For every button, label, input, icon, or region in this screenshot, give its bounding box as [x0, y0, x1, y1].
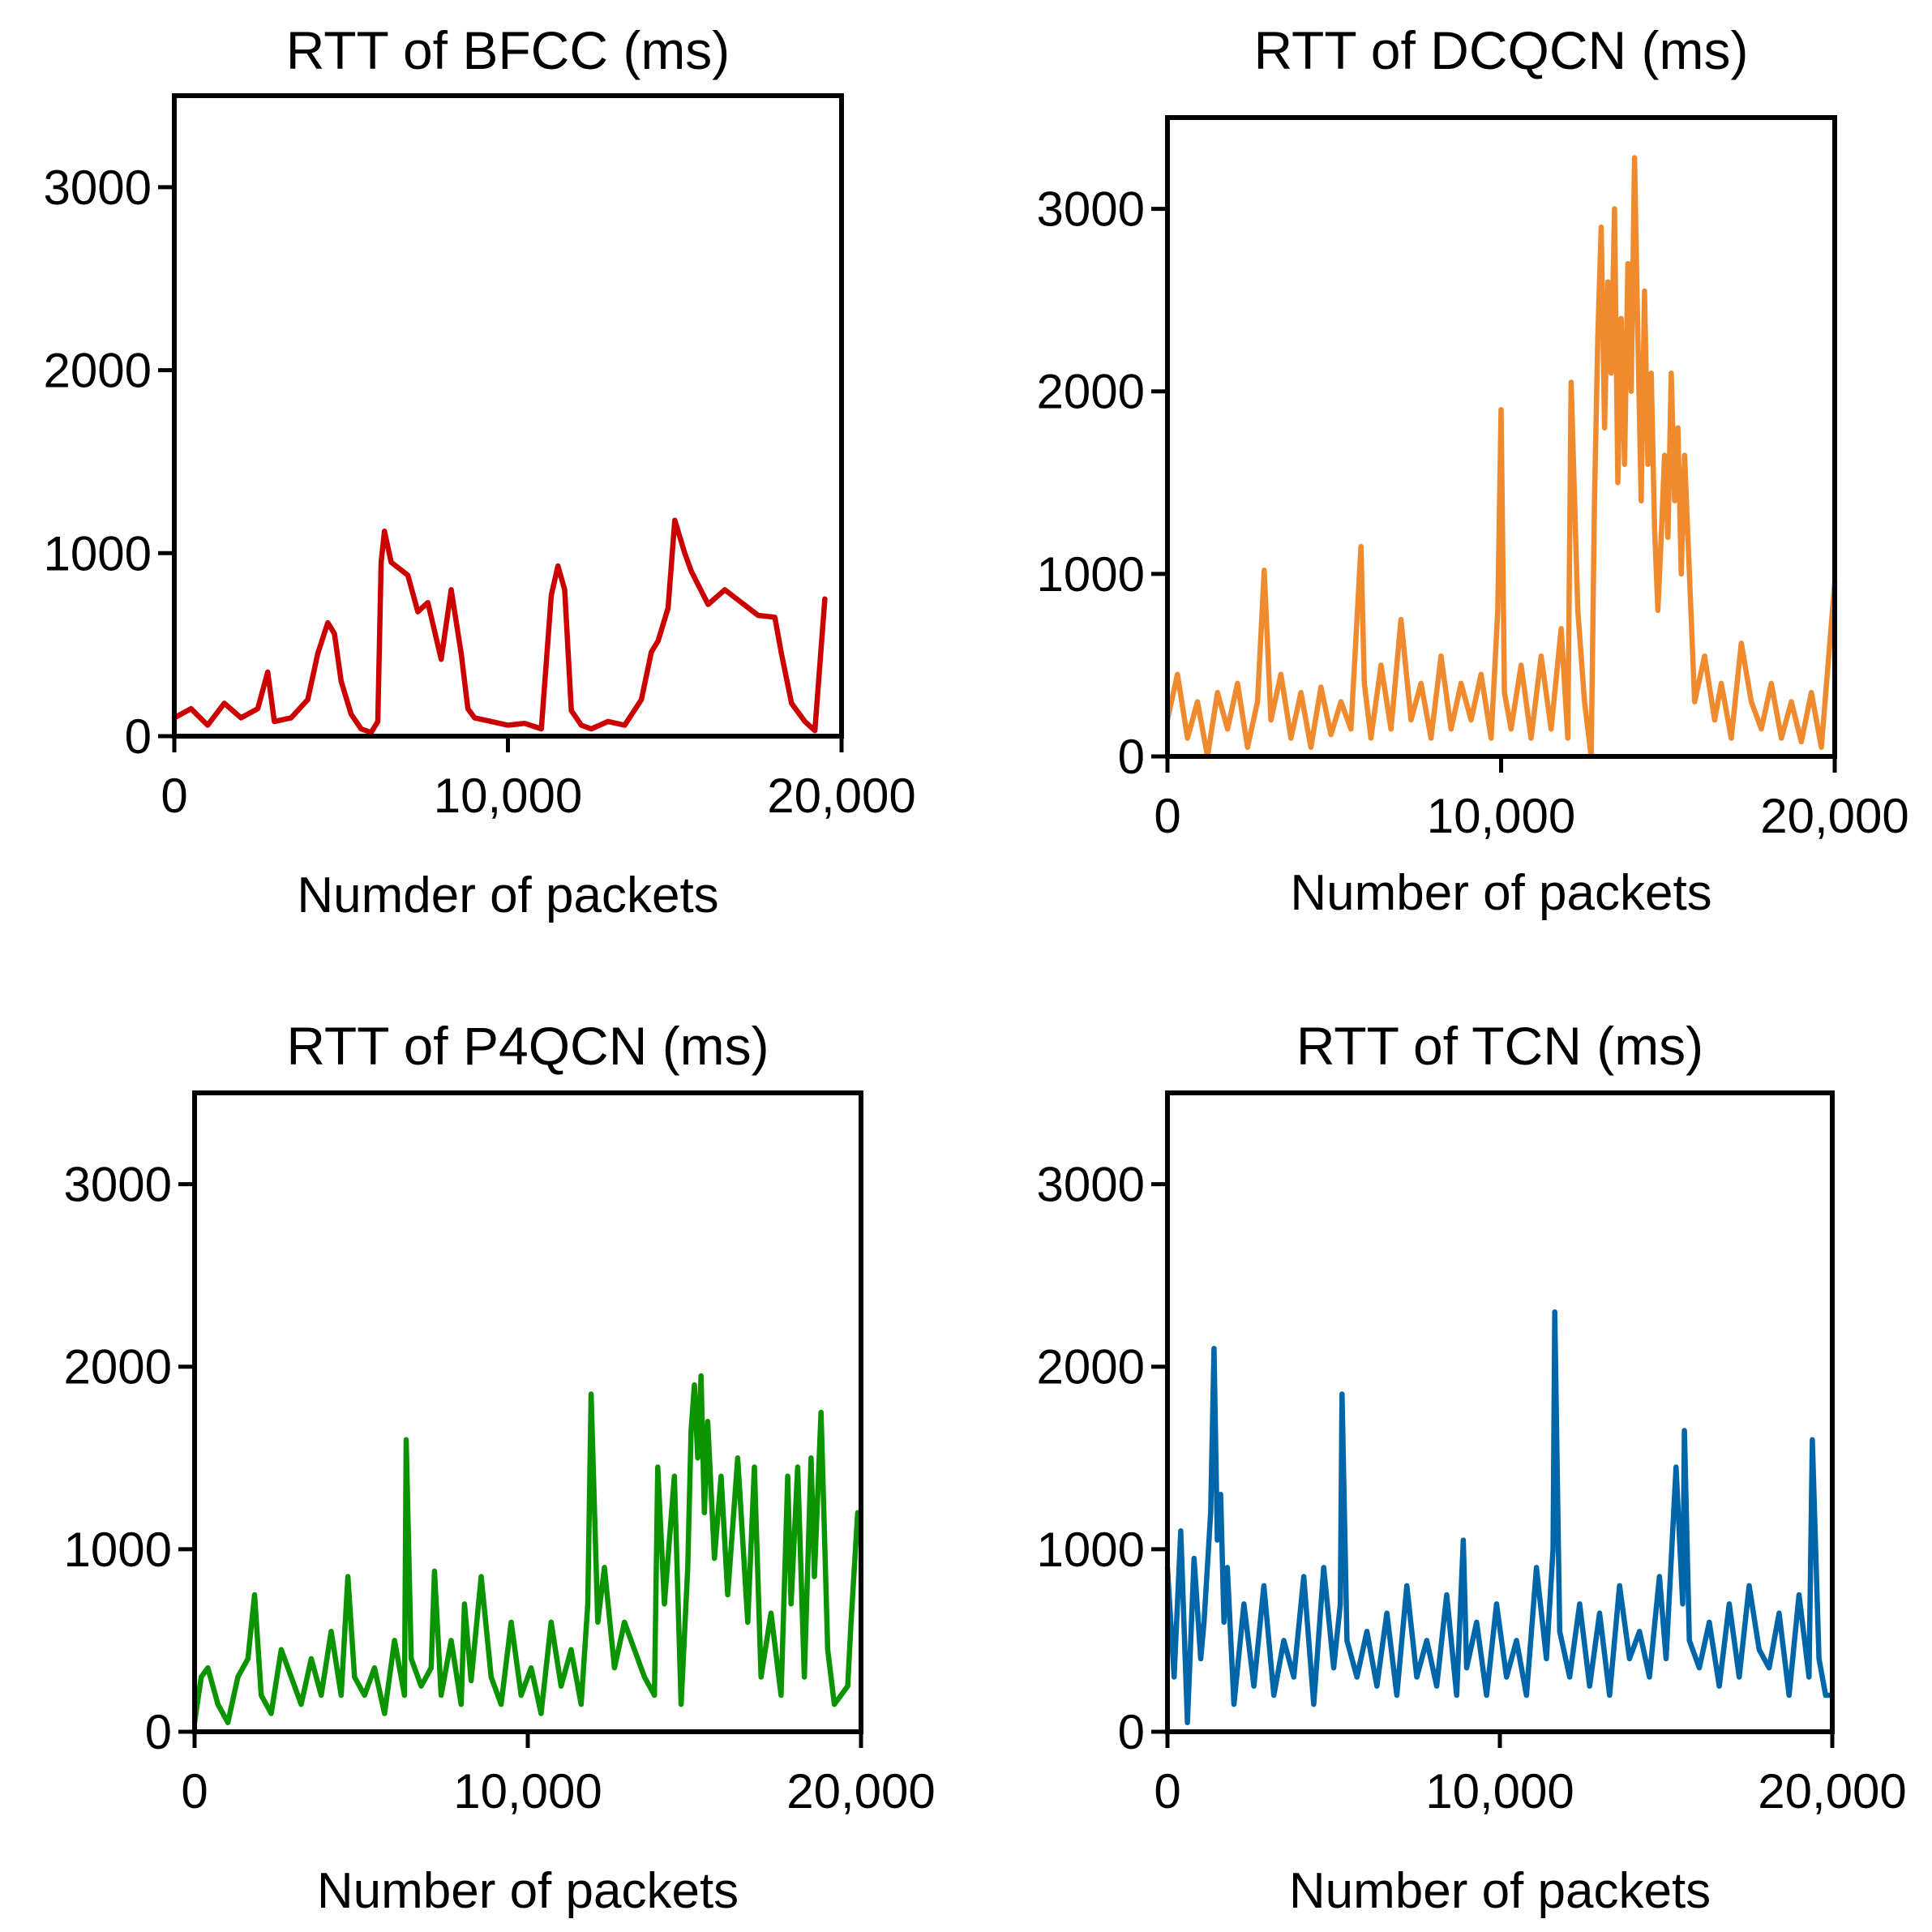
y-tick-label: 0	[125, 709, 152, 764]
chart-title-bfcc: RTT of BFCC (ms)	[286, 20, 730, 80]
chart-panel-tcn: RTT of TCN (ms) 0 1000 2000 3000 0 10,000 20,00…	[1037, 1016, 1907, 1919]
y-tick-label: 3000	[64, 1158, 172, 1212]
x-axis-label-p4qcn: Number of packets	[317, 1863, 739, 1919]
x-tick-label: 20,000	[1758, 1764, 1907, 1818]
series-line-tcn	[1164, 1309, 1836, 1725]
plot-frame-bfcc	[172, 93, 844, 739]
x-axis-label-dcqcn: Number of packets	[1290, 865, 1711, 921]
y-tick-label: 1000	[64, 1523, 172, 1577]
series-line-bfcc	[171, 517, 828, 735]
x-tick-label: 10,000	[1427, 789, 1576, 843]
y-tick-label: 3000	[44, 161, 152, 215]
y-tick-label: 3000	[1037, 182, 1145, 237]
x-tick-label: 0	[181, 1764, 208, 1818]
y-tick-label: 2000	[1037, 365, 1145, 419]
y-tick-label: 0	[1118, 1705, 1145, 1759]
x-tick-label: 0	[1154, 789, 1180, 843]
chart-panel-p4qcn: RTT of P4QCN (ms) 0 1000 2000 3000 0 10,000 20,…	[64, 1016, 936, 1919]
chart-title-p4qcn: RTT of P4QCN (ms)	[286, 1016, 769, 1076]
x-tick-label: 10,000	[434, 769, 583, 823]
chart-title-dcqcn: RTT of DCQCN (ms)	[1254, 20, 1749, 80]
x-tick-label: 10,000	[453, 1764, 602, 1818]
x-axis-label-tcn: Number of packets	[1289, 1863, 1711, 1919]
y-tick-label: 1000	[1037, 547, 1145, 602]
y-tick-label: 2000	[1037, 1340, 1145, 1394]
y-tick-label: 0	[145, 1705, 172, 1759]
y-tick-label: 2000	[64, 1340, 172, 1394]
y-tick-label: 2000	[44, 344, 152, 398]
x-axis-label-bfcc: Numder of packets	[297, 867, 718, 923]
series-line-p4qcn	[191, 1373, 861, 1725]
series-line-dcqcn	[1164, 155, 1838, 760]
chart-panel-dcqcn: RTT of DCQCN (ms) 0 1000 2000 3000 0 10,000 20,…	[1037, 20, 1909, 921]
y-tick-label: 1000	[1037, 1523, 1145, 1577]
chart-panel-bfcc: RTT of BFCC (ms) 0 1000 2000 3000 0 10,000 20,0…	[44, 20, 916, 923]
chart-title-tcn: RTT of TCN (ms)	[1296, 1016, 1703, 1076]
x-tick-label: 0	[1154, 1764, 1180, 1818]
y-tick-label: 3000	[1037, 1158, 1145, 1212]
x-tick-label: 0	[161, 769, 187, 823]
y-tick-label: 1000	[44, 526, 152, 580]
x-tick-label: 20,000	[1760, 789, 1909, 843]
x-tick-label: 10,000	[1425, 1764, 1574, 1818]
x-tick-label: 20,000	[786, 1764, 936, 1818]
y-tick-label: 0	[1118, 730, 1145, 784]
x-tick-label: 20,000	[767, 769, 916, 823]
